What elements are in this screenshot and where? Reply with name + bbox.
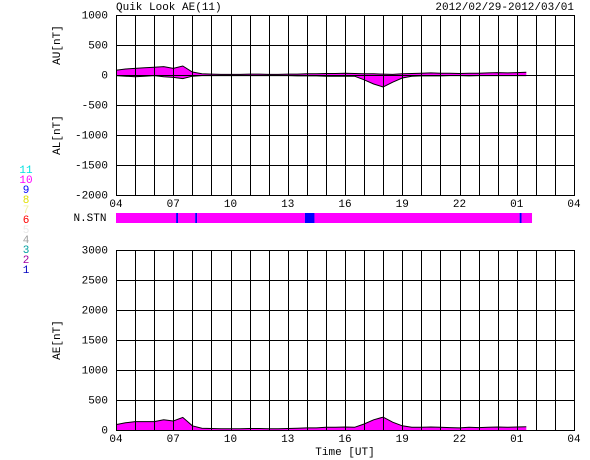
- title: Quik Look AE(11): [116, 2, 222, 14]
- y-tick-label: 500: [88, 40, 108, 52]
- station-label: 8: [23, 195, 30, 207]
- y-axis-label: AU[nT]: [52, 25, 64, 65]
- y-tick-label: 0: [101, 425, 108, 437]
- x-tick-label: 10: [224, 434, 237, 446]
- x-tick-label: 04: [109, 434, 123, 446]
- station-label: 10: [19, 175, 32, 187]
- x-tick-label: 04: [567, 199, 581, 211]
- station-count-segment: [178, 213, 196, 223]
- x-tick-label: 16: [338, 434, 351, 446]
- series-area: [116, 417, 527, 430]
- x-tick-label: 16: [338, 199, 351, 211]
- station-label: 1: [23, 265, 30, 277]
- station-label: 5: [23, 225, 30, 237]
- x-tick-label: 01: [510, 434, 524, 446]
- x-tick-label: 04: [109, 199, 123, 211]
- x-tick-label: 22: [453, 199, 466, 211]
- y-tick-label: 1000: [82, 365, 108, 377]
- plot-frame: [116, 15, 575, 196]
- station-count-segment: [195, 213, 198, 223]
- station-count-segment: [304, 213, 315, 223]
- x-axis-label: Time [UT]: [315, 447, 374, 459]
- y-tick-label: 0: [101, 70, 108, 82]
- x-tick-label: 19: [396, 434, 409, 446]
- series-area: [116, 75, 527, 87]
- y-tick-label: 1000: [82, 10, 108, 22]
- x-tick-label: 13: [281, 199, 294, 211]
- y-tick-label: 2000: [82, 305, 108, 317]
- x-tick-label: 07: [167, 434, 180, 446]
- x-tick-label: 04: [567, 434, 581, 446]
- x-tick-label: 01: [510, 199, 524, 211]
- series-line: [115, 416, 527, 430]
- date-range: 2012/02/29-2012/03/01: [435, 2, 574, 14]
- y-tick-label: -2000: [75, 190, 108, 202]
- station-count-segment: [314, 213, 520, 223]
- y-tick-label: 1500: [82, 335, 108, 347]
- station-label: 9: [23, 185, 30, 197]
- y-tick-label: -1000: [75, 130, 108, 142]
- station-label: 2: [23, 255, 30, 267]
- y-tick-label: 2500: [82, 275, 108, 287]
- x-tick-label: 07: [167, 199, 180, 211]
- station-count-segment: [519, 213, 522, 223]
- x-tick-label: 19: [396, 199, 409, 211]
- y-tick-label: -500: [82, 100, 108, 112]
- station-count-segment: [521, 213, 533, 223]
- station-count-segment: [116, 213, 177, 223]
- station-count-segment: [176, 213, 179, 223]
- x-tick-label: 22: [453, 434, 466, 446]
- nstn-label: N.STN: [73, 213, 106, 225]
- station-label: 7: [23, 205, 30, 217]
- station-label: 4: [23, 235, 30, 247]
- y-axis-label: AL[nT]: [52, 115, 64, 155]
- series-line: [115, 65, 527, 75]
- x-tick-label: 13: [281, 434, 294, 446]
- station-label: 6: [23, 215, 30, 227]
- y-tick-label: -1500: [75, 160, 108, 172]
- station-label: 3: [23, 245, 30, 257]
- y-tick-label: 500: [88, 395, 108, 407]
- y-axis-label: AE[nT]: [52, 320, 64, 360]
- station-count-segment: [197, 213, 305, 223]
- series-area: [116, 66, 527, 75]
- x-tick-label: 10: [224, 199, 237, 211]
- station-label: 11: [19, 165, 33, 177]
- y-tick-label: 3000: [82, 245, 108, 257]
- plot-frame: [116, 250, 575, 431]
